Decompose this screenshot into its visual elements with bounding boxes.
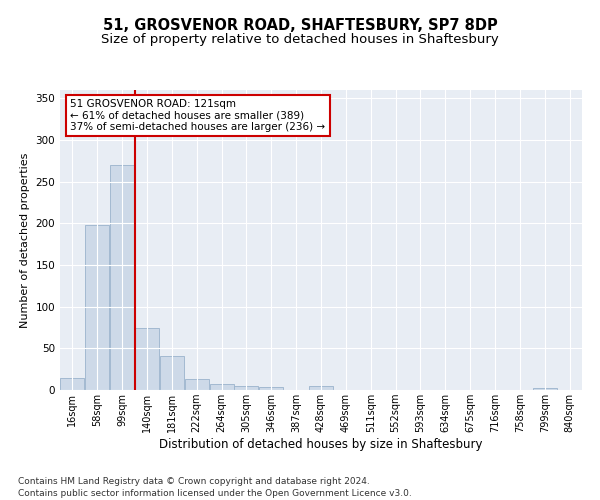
Text: 51 GROSVENOR ROAD: 121sqm
← 61% of detached houses are smaller (389)
37% of semi: 51 GROSVENOR ROAD: 121sqm ← 61% of detac… — [70, 99, 326, 132]
Bar — [135, 328, 159, 390]
Bar — [185, 379, 209, 390]
Y-axis label: Number of detached properties: Number of detached properties — [20, 152, 30, 328]
X-axis label: Distribution of detached houses by size in Shaftesbury: Distribution of detached houses by size … — [159, 438, 483, 451]
Text: Contains HM Land Registry data © Crown copyright and database right 2024.
Contai: Contains HM Land Registry data © Crown c… — [18, 476, 412, 498]
Text: Size of property relative to detached houses in Shaftesbury: Size of property relative to detached ho… — [101, 32, 499, 46]
Bar — [110, 165, 134, 390]
Bar — [209, 384, 233, 390]
Bar — [85, 225, 109, 390]
Bar — [259, 386, 283, 390]
Bar — [235, 386, 259, 390]
Text: 51, GROSVENOR ROAD, SHAFTESBURY, SP7 8DP: 51, GROSVENOR ROAD, SHAFTESBURY, SP7 8DP — [103, 18, 497, 32]
Bar — [309, 386, 333, 390]
Bar — [61, 378, 85, 390]
Bar — [533, 388, 557, 390]
Bar — [160, 356, 184, 390]
